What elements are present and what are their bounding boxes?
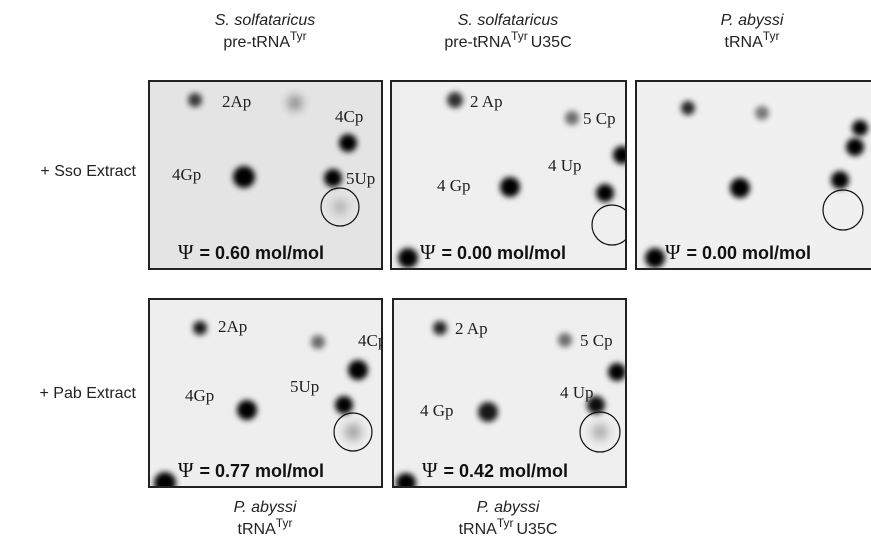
- molecule-base: pre-tRNA: [444, 34, 511, 51]
- psi-text: = 0.42 mol/mol: [444, 461, 569, 481]
- spot: [288, 96, 302, 110]
- spot: [193, 321, 207, 335]
- spot: [592, 424, 608, 440]
- spot: [478, 402, 498, 422]
- species: S. solfataricus: [458, 12, 558, 29]
- psi-symbol: Ψ: [422, 458, 438, 482]
- molecule: tRNATyr: [725, 29, 780, 51]
- spot-label: 4 Up: [548, 156, 582, 175]
- molecule-sup: Tyr: [276, 516, 293, 530]
- psi-value: Ψ = 0.00 mol/mol: [665, 240, 811, 264]
- psi-text: = 0.77 mol/mol: [200, 461, 325, 481]
- spot: [596, 184, 614, 202]
- spot: [613, 146, 631, 164]
- spot: [831, 171, 849, 189]
- psi-text: = 0.60 mol/mol: [200, 243, 325, 263]
- spot: [324, 169, 342, 187]
- spot: [681, 101, 695, 115]
- spot-label: 4 Gp: [437, 176, 471, 195]
- molecule-base: tRNA: [459, 521, 498, 538]
- psi-symbol: Ψ: [420, 240, 436, 264]
- molecule-base: pre-tRNA: [223, 34, 290, 51]
- species: P. abyssi: [234, 499, 297, 516]
- spot: [500, 177, 520, 197]
- spot-label: 4Cp: [335, 107, 363, 126]
- spot: [846, 138, 864, 156]
- molecule-suffix: U35C: [531, 34, 572, 51]
- spot: [348, 360, 368, 380]
- spot-label: 2 Ap: [455, 319, 488, 338]
- species: P. abyssi: [477, 499, 540, 516]
- psi-text: = 0.00 mol/mol: [687, 243, 812, 263]
- spot-label: 2 Ap: [470, 92, 503, 111]
- spot: [558, 333, 572, 347]
- spot: [396, 473, 416, 493]
- spot: [339, 134, 357, 152]
- spot: [730, 178, 750, 198]
- species: S. solfataricus: [215, 12, 315, 29]
- spot: [433, 321, 447, 335]
- molecule-sup: Tyr: [511, 29, 528, 43]
- spot-label: 2Ap: [218, 317, 247, 336]
- psi-value: Ψ = 0.77 mol/mol: [178, 458, 324, 482]
- molecule-base: tRNA: [725, 34, 764, 51]
- psi-symbol: Ψ: [178, 240, 194, 264]
- tlc-panel: 2 Ap 5 Cp 4 Up 4 Gp Ψ = 0.00 mol/mol: [390, 80, 632, 270]
- spot: [398, 248, 418, 268]
- psi-symbol: Ψ: [178, 458, 194, 482]
- tlc-panel: 2Ap 4Cp 4Gp 5Up Ψ = 0.60 mol/mol: [148, 80, 383, 270]
- spot-label: 5 Cp: [583, 109, 616, 128]
- tlc-panel: 2Ap4Cp5Up4GpΨ= 0.77 mol/mol: [148, 298, 386, 494]
- molecule-suffix: U35C: [517, 521, 558, 538]
- spot-label: 5 Cp: [580, 331, 613, 350]
- tlc-panel: 2 Ap 5 Cp 4 Up 4 Gp Ψ = 0.42 mol/mol: [392, 298, 627, 493]
- spot-label: 4Gp: [172, 165, 201, 184]
- tlc-panel: Ψ = 0.00 mol/mol: [635, 80, 871, 270]
- spot-label: 2Ap: [222, 92, 251, 111]
- spot: [755, 106, 769, 120]
- spot-label: 4Gp: [185, 386, 214, 405]
- molecule-sup: Tyr: [290, 29, 307, 43]
- spot: [335, 396, 353, 414]
- molecule-sup: Tyr: [497, 516, 514, 530]
- molecule-base: tRNA: [238, 521, 277, 538]
- spot-label: 5Up: [346, 169, 375, 188]
- species: P. abyssi: [721, 12, 784, 29]
- molecule: pre-tRNATyr: [223, 29, 306, 51]
- molecule: tRNATyr: [238, 516, 293, 538]
- row-label: + Sso Extract: [40, 163, 136, 180]
- spot: [237, 400, 257, 420]
- psi-value: Ψ = 0.00 mol/mol: [420, 240, 566, 264]
- spot: [333, 200, 347, 214]
- molecule-sup: Tyr: [763, 29, 780, 43]
- spot: [345, 424, 361, 440]
- psi-text: = 0.00 mol/mol: [442, 243, 567, 263]
- spot: [645, 248, 665, 268]
- psi-symbol: Ψ: [665, 240, 681, 264]
- psi-value: Ψ = 0.60 mol/mol: [178, 240, 324, 264]
- spot: [565, 111, 579, 125]
- spot: [154, 472, 176, 494]
- figure: S. solfataricuspre-tRNATyrS. solfataricu…: [0, 0, 871, 548]
- spot: [852, 120, 868, 136]
- spot-label: 4 Gp: [420, 401, 454, 420]
- spot: [447, 92, 463, 108]
- spot-label: 4 Up: [560, 383, 594, 402]
- row-label: + Pab Extract: [40, 385, 137, 402]
- spot: [233, 166, 255, 188]
- spot: [188, 93, 202, 107]
- spot: [311, 335, 325, 349]
- spot: [608, 363, 626, 381]
- spot-label: 5Up: [290, 377, 319, 396]
- caption: P. abyssitRNATyr: [721, 12, 784, 51]
- psi-value: Ψ = 0.42 mol/mol: [422, 458, 568, 482]
